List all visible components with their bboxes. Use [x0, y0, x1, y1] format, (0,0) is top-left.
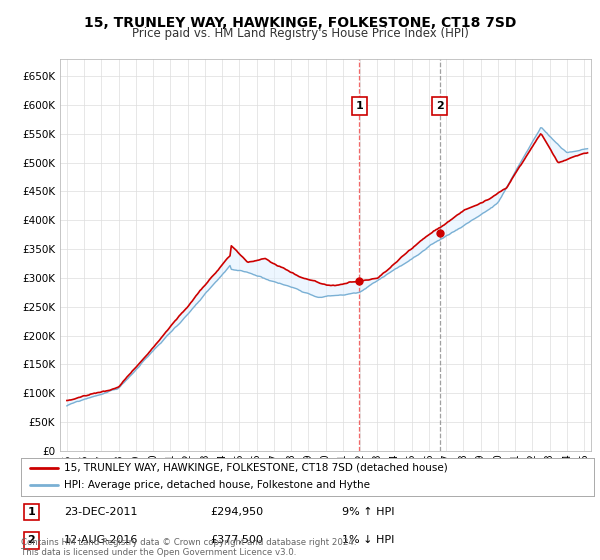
- Text: 1: 1: [28, 507, 35, 517]
- Text: 2: 2: [28, 535, 35, 545]
- Text: £377,500: £377,500: [210, 535, 263, 545]
- Text: 12-AUG-2016: 12-AUG-2016: [64, 535, 139, 545]
- Text: Price paid vs. HM Land Registry's House Price Index (HPI): Price paid vs. HM Land Registry's House …: [131, 27, 469, 40]
- Text: £294,950: £294,950: [210, 507, 263, 517]
- Text: 15, TRUNLEY WAY, HAWKINGE, FOLKESTONE, CT18 7SD (detached house): 15, TRUNLEY WAY, HAWKINGE, FOLKESTONE, C…: [64, 463, 448, 473]
- Text: 1: 1: [356, 101, 364, 111]
- Text: 23-DEC-2011: 23-DEC-2011: [64, 507, 137, 517]
- Text: 9% ↑ HPI: 9% ↑ HPI: [342, 507, 394, 517]
- Text: 2: 2: [436, 101, 443, 111]
- Text: 1% ↓ HPI: 1% ↓ HPI: [342, 535, 394, 545]
- Text: Contains HM Land Registry data © Crown copyright and database right 2024.
This d: Contains HM Land Registry data © Crown c…: [21, 538, 356, 557]
- Text: HPI: Average price, detached house, Folkestone and Hythe: HPI: Average price, detached house, Folk…: [64, 480, 370, 491]
- Text: 15, TRUNLEY WAY, HAWKINGE, FOLKESTONE, CT18 7SD: 15, TRUNLEY WAY, HAWKINGE, FOLKESTONE, C…: [84, 16, 516, 30]
